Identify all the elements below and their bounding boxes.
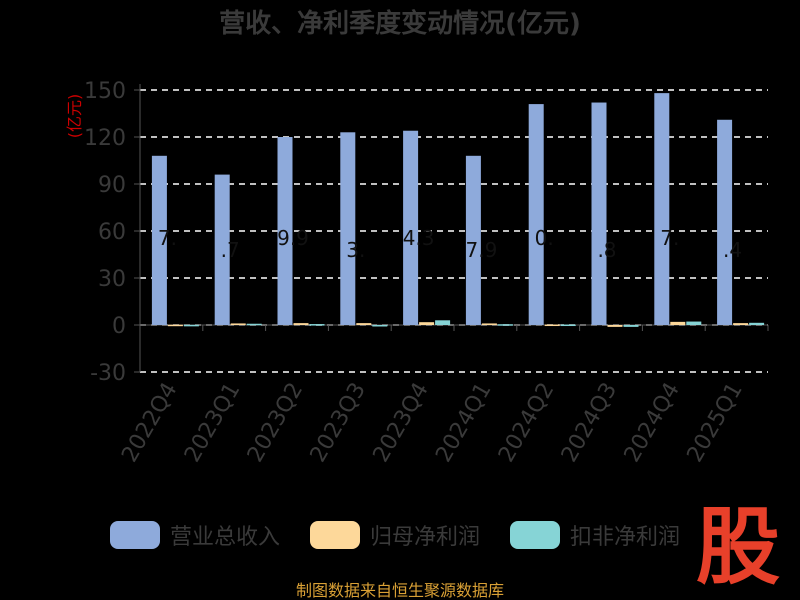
bar-deducted-profit xyxy=(497,324,513,326)
x-tick-label: 2023Q2 xyxy=(243,379,308,467)
x-tick-label: 2024Q3 xyxy=(557,379,622,467)
x-tick-label: 2022Q4 xyxy=(117,379,182,467)
y-tick-label: 120 xyxy=(84,126,126,151)
legend-swatch[interactable] xyxy=(110,521,160,549)
legend-swatch[interactable] xyxy=(310,521,360,549)
bar-net-profit xyxy=(544,324,560,327)
bar-deducted-profit xyxy=(309,324,325,326)
bar-revenue xyxy=(151,155,167,325)
legend-label[interactable]: 归母净利润 xyxy=(370,525,480,550)
bar-revenue xyxy=(591,102,607,326)
bar-deducted-profit xyxy=(246,323,262,326)
bar-revenue xyxy=(277,137,293,325)
legend-swatch[interactable] xyxy=(510,521,560,549)
bar-revenue xyxy=(528,104,544,325)
y-tick-label: 30 xyxy=(98,267,126,292)
source-note: 制图数据来自恒生聚源数据库 xyxy=(296,581,504,600)
bar-revenue xyxy=(403,130,419,325)
chart-title: 营收、净利季度变动情况(亿元) xyxy=(219,8,581,39)
x-tick-label: 2023Q4 xyxy=(368,379,433,467)
data-label: 0. xyxy=(535,226,554,250)
y-tick-label: 60 xyxy=(98,220,126,245)
x-tick-label: 2024Q4 xyxy=(620,379,685,467)
x-tick-label: 2024Q1 xyxy=(431,379,496,467)
x-tick-label: 2023Q3 xyxy=(306,379,371,467)
y-tick-label: -30 xyxy=(90,361,126,386)
bar-deducted-profit xyxy=(435,320,451,325)
bar-deducted-profit xyxy=(372,325,388,327)
y-axis-label: (亿元) xyxy=(65,94,84,139)
bar-deducted-profit xyxy=(686,321,702,325)
bar-deducted-profit xyxy=(560,324,576,327)
bar-revenue xyxy=(340,132,356,325)
bar-net-profit xyxy=(293,323,309,325)
data-label: 7.9 xyxy=(465,238,497,262)
bar-deducted-profit xyxy=(183,324,199,327)
bar-net-profit xyxy=(419,322,435,325)
bar-revenue xyxy=(214,174,230,325)
data-label: .8 xyxy=(597,238,616,262)
bar-net-profit xyxy=(670,321,686,325)
logo-mark: 股 xyxy=(696,498,780,596)
y-tick-label: 90 xyxy=(98,173,126,198)
bar-net-profit xyxy=(481,323,497,325)
data-label: 4.3 xyxy=(403,226,435,250)
x-tick-labels: 2022Q42023Q12023Q22023Q32023Q42024Q12024… xyxy=(117,325,769,467)
x-tick-label: 2025Q1 xyxy=(682,379,747,467)
data-label: 7. xyxy=(158,226,177,250)
x-tick-label: 2023Q1 xyxy=(180,379,245,467)
data-label: .7 xyxy=(221,238,240,262)
bar-net-profit xyxy=(356,323,372,325)
legend-label[interactable]: 扣非净利润 xyxy=(570,525,680,550)
bar-deducted-profit xyxy=(749,322,765,325)
data-label: 7. xyxy=(660,226,679,250)
bar-revenue xyxy=(465,155,481,325)
y-tick-labels: -30 0 30 60 90 120 150 xyxy=(84,79,140,386)
bar-net-profit xyxy=(230,323,246,325)
bar-net-profit xyxy=(733,323,749,325)
bar-revenue xyxy=(717,119,733,326)
y-tick-label: 150 xyxy=(84,79,126,104)
y-tick-label: 0 xyxy=(112,314,126,339)
bar-deducted-profit xyxy=(623,325,639,327)
legend-label[interactable]: 营业总收入 xyxy=(170,525,280,550)
bar-net-profit xyxy=(167,324,183,327)
bar-revenue xyxy=(654,93,670,325)
x-tick-label: 2024Q2 xyxy=(494,379,559,467)
data-label: 3. xyxy=(346,238,365,262)
data-label: 9.9 xyxy=(277,226,309,250)
data-label: .4 xyxy=(723,238,742,262)
bar-net-profit xyxy=(607,325,623,327)
bars xyxy=(151,93,765,327)
data-labels: 7. .7 9.9 3. 4.3 7.9 0. .8 7. .4 xyxy=(158,226,742,262)
legend[interactable]: 营业总收入 归母净利润 扣非净利润 xyxy=(110,521,680,550)
